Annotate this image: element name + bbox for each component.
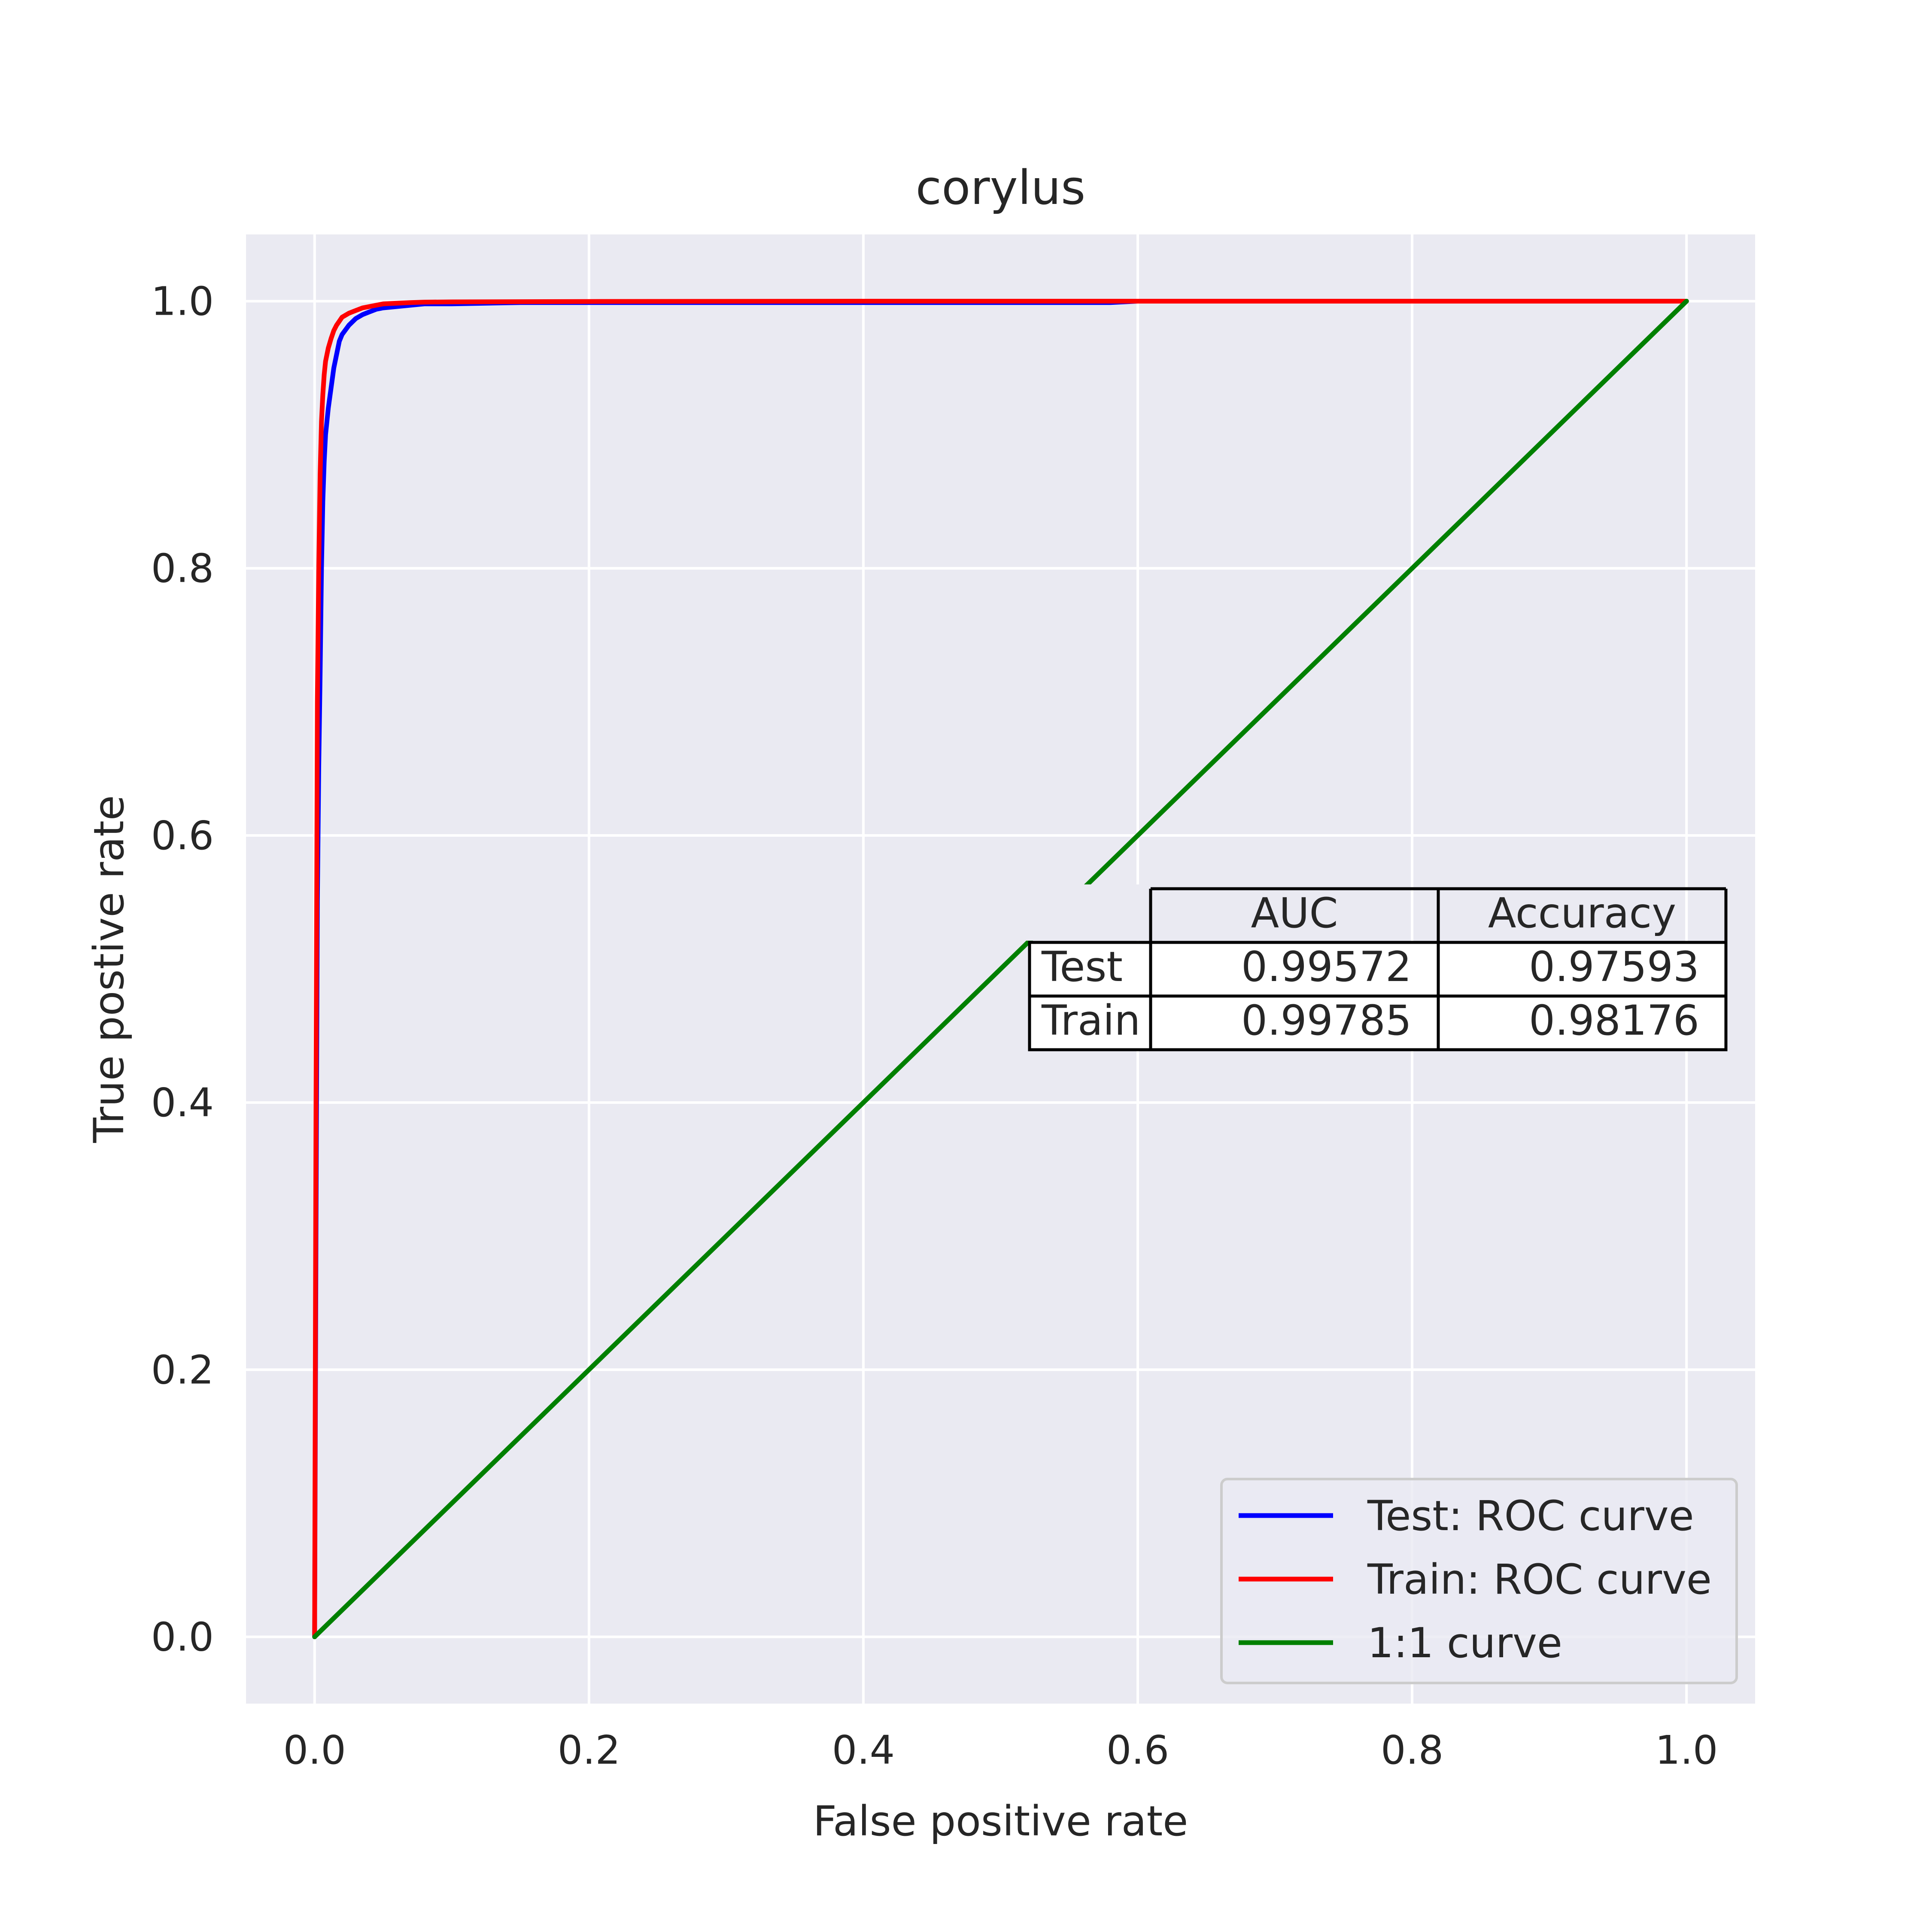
series-line-train-roc-curve [312,299,1689,1639]
y-tick-label: 0.0 [151,1614,214,1660]
table-corner [1025,884,1149,941]
x-tick-labels: 0.0 0.2 0.4 0.6 0.8 1.0 [283,1727,1718,1773]
x-tick-label: 0.2 [558,1727,620,1773]
x-axis-label: False positive rate [813,1797,1188,1845]
table-cell-train-accuracy: 0.98176 [1529,996,1699,1045]
chart-title: corylus [916,160,1086,215]
x-tick-label: 0.4 [832,1727,895,1773]
y-tick-labels: 0.0 0.2 0.4 0.6 0.8 1.0 [151,279,214,1660]
table-row-label-test: Test [1041,943,1123,991]
x-tick-label: 1.0 [1655,1727,1718,1773]
y-tick-label: 0.2 [151,1347,214,1393]
table-header-accuracy: Accuracy [1488,889,1676,937]
table-row-label-train: Train [1041,996,1140,1045]
x-tick-label: 0.6 [1106,1727,1169,1773]
table-lines [1030,887,1728,1050]
table-header-auc: AUC [1251,889,1338,937]
x-tick-label: 0.8 [1381,1727,1443,1773]
y-tick-label: 0.8 [151,546,214,592]
table-cell-test-accuracy: 0.97593 [1529,943,1699,991]
series-layer [312,299,1689,1639]
metrics-table: AUC Accuracy Test 0.99572 0.97593 Train … [1025,884,1728,1051]
y-tick-label: 0.6 [151,813,214,859]
legend: Test: ROC curve Train: ROC curve 1:1 curve [1220,1478,1738,1684]
legend-items: Test: ROC curve Train: ROC curve 1:1 curve [1239,1492,1712,1667]
x-tick-label: 0.0 [283,1727,346,1773]
legend-label-1-1-curve: 1:1 curve [1367,1619,1562,1667]
y-axis-label: True postive rate [85,795,133,1143]
table-cell-test-auc: 0.99572 [1241,943,1412,991]
series-line-1-1-curve [312,299,1689,1639]
y-tick-label: 1.0 [151,279,214,325]
legend-label-test-roc-curve: Test: ROC curve [1367,1492,1694,1540]
legend-box [1220,1478,1738,1684]
y-tick-label: 0.4 [151,1080,214,1126]
legend-label-train-roc-curve: Train: ROC curve [1367,1555,1712,1604]
table-cell-train-auc: 0.99785 [1241,996,1412,1045]
